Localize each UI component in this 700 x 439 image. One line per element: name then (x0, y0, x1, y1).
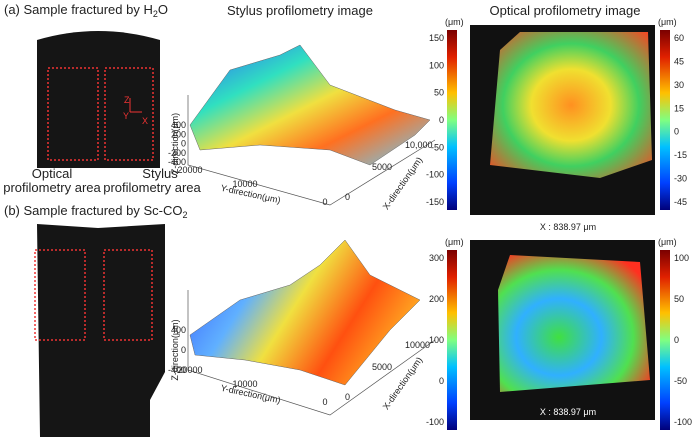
x-tick: 10000 (405, 340, 430, 350)
colorbar-tick: -150 (426, 197, 444, 207)
colorbar-tick: 0 (439, 376, 444, 386)
colorbar-tick: 150 (429, 33, 444, 43)
z-tick: -200 (168, 148, 186, 158)
colorbar-tick: 100 (429, 335, 444, 345)
readout: X : 838.97 μm (540, 407, 596, 417)
colorbar-tick: -30 (674, 174, 687, 184)
y-tick: 20000 (177, 165, 202, 175)
x-tick: 0 (345, 192, 350, 202)
panel-heading: Optical profilometry image (490, 3, 641, 18)
colorbar-tick: 100 (429, 60, 444, 70)
y-tick: 10000 (232, 179, 257, 189)
axis-label: Z (124, 95, 130, 105)
x-tick: 0 (345, 392, 350, 402)
colorbar-tick: 300 (429, 253, 444, 263)
colorbar-tick: -100 (426, 170, 444, 180)
axis-label: Y (123, 111, 129, 121)
colorbar-unit: (μm) (658, 17, 677, 27)
colorbar-tick: 0 (674, 335, 679, 345)
colorbar-tick: 200 (429, 294, 444, 304)
z-label: Z-direction(μm) (170, 113, 180, 174)
z-label: Z-direction(μm) (170, 319, 180, 380)
plot-box (187, 290, 436, 416)
z-tick: 400 (171, 120, 186, 130)
colorbar-tick: -100 (674, 417, 692, 427)
colorbar-tick: -50 (674, 376, 687, 386)
colorbar (447, 30, 457, 210)
stylus-area (104, 67, 154, 161)
readout: X : 838.97 μm (540, 222, 596, 232)
z-tick: 0 (181, 139, 186, 149)
z-tick: -400 (168, 157, 186, 167)
area-label: Stylus (142, 166, 178, 181)
y-tick: 0 (322, 197, 327, 207)
panel-title: (a) Sample fractured by H2O (4, 2, 168, 19)
colorbar-tick: 50 (434, 88, 444, 98)
colorbar-unit: (μm) (445, 17, 464, 27)
area-label: profilometry area (103, 180, 201, 195)
z-tick: -400 (168, 365, 186, 375)
optical-area (47, 67, 99, 161)
optical-area (34, 249, 86, 341)
colorbar-tick: -45 (674, 197, 687, 207)
z-tick: 400 (171, 325, 186, 335)
colorbar-tick: 0 (439, 115, 444, 125)
plot-box (187, 95, 436, 206)
colorbar (660, 30, 670, 210)
colorbar-unit: (μm) (445, 237, 464, 247)
colorbar-tick: 45 (674, 56, 684, 66)
optical-image (498, 255, 650, 392)
surface-plot (189, 44, 431, 166)
stylus-area (103, 249, 153, 341)
z-tick: 0 (181, 345, 186, 355)
x-tick: 5000 (372, 162, 392, 172)
area-label: profilometry area (3, 180, 101, 195)
colorbar-tick: 100 (674, 253, 689, 263)
y-tick: 20000 (177, 365, 202, 375)
x-tick: 10,000 (405, 140, 433, 150)
colorbar-tick: -100 (426, 417, 444, 427)
axis-label: X (142, 116, 148, 126)
colorbar-tick: 0 (674, 127, 679, 137)
area-label: Optical (32, 166, 73, 181)
z-tick: 200 (171, 129, 186, 139)
panel-heading: Stylus profilometry image (227, 3, 373, 18)
colorbar-tick: 50 (674, 294, 684, 304)
colorbar-tick: 30 (674, 80, 684, 90)
colorbar (447, 250, 457, 430)
colorbar-tick: 15 (674, 103, 684, 113)
colorbar-tick: -15 (674, 150, 687, 160)
y-tick: 0 (322, 397, 327, 407)
optical-image (490, 32, 652, 178)
colorbar-tick: 60 (674, 33, 684, 43)
panel-title: (b) Sample fractured by Sc-CO2 (4, 203, 187, 220)
surface-plot (189, 239, 421, 386)
colorbar-unit: (μm) (658, 237, 677, 247)
colorbar-tick: -50 (431, 142, 444, 152)
sample-photo (37, 224, 165, 437)
y-tick: 10000 (232, 379, 257, 389)
x-tick: 5000 (372, 362, 392, 372)
colorbar (660, 250, 670, 430)
